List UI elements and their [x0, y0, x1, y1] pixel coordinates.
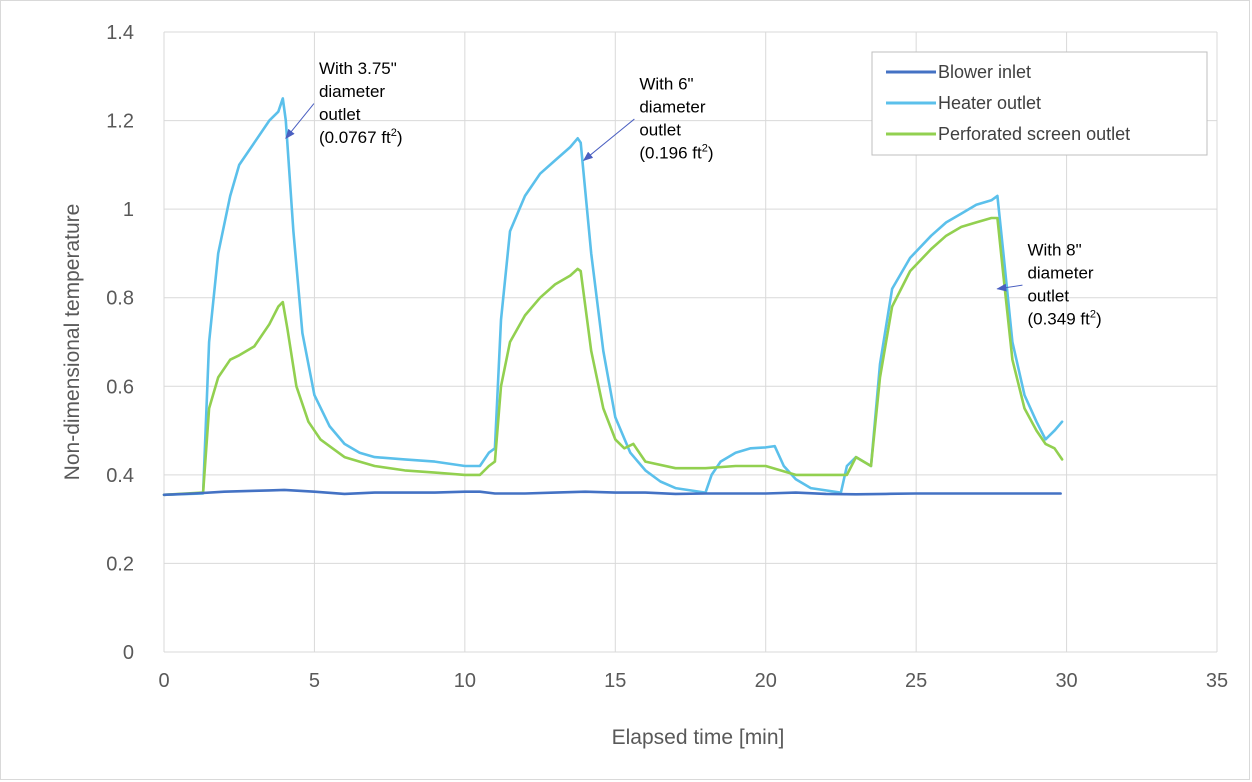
annotation-text-line: diameter: [319, 82, 385, 101]
annotation-area-value: (0.349 ft: [1027, 310, 1090, 329]
series-lines: [162, 97, 1064, 497]
series-line-perforated-screen-outlet: [162, 216, 1064, 497]
series-line-heater-outlet: [162, 97, 1064, 497]
annotation-3: With 8" diameter outlet (0.349 ft2): [996, 241, 1102, 329]
x-tick-label: 5: [309, 670, 320, 692]
x-tick-label: 0: [158, 670, 169, 692]
y-tick-label: 0.8: [106, 288, 134, 310]
y-tick-label: 1: [123, 199, 134, 221]
annotation-area-close: ): [708, 144, 714, 163]
x-tick-label: 15: [604, 670, 626, 692]
annotation-text-line: outlet: [319, 105, 361, 124]
annotation-area-close: ): [397, 128, 403, 147]
annotation-area: (0.349 ft2): [1027, 309, 1101, 329]
annotation-text-line: diameter: [1027, 264, 1093, 283]
annotation-text-line: diameter: [639, 98, 705, 117]
annotation-area-value: (0.196 ft: [639, 144, 702, 163]
x-tick-label: 30: [1055, 670, 1077, 692]
y-tick-label: 0: [123, 642, 134, 664]
legend: Blower inlet Heater outlet Perforated sc…: [871, 51, 1208, 156]
legend-label-heater-outlet: Heater outlet: [938, 93, 1041, 113]
annotation-area: (0.196 ft2): [639, 143, 713, 163]
annotation-text-line: outlet: [1027, 287, 1069, 306]
y-tick-label: 0.6: [106, 376, 134, 398]
annotation-area-exponent: 2: [702, 143, 708, 155]
annotation-arrow: [285, 103, 315, 140]
annotation-arrow: [996, 283, 1023, 292]
axis-ticks: 0 0.2 0.4 0.6 0.8 1 1.2 1.4 0 5 10 15 20 25 30 35: [106, 22, 1228, 692]
x-tick-label: 20: [755, 670, 777, 692]
annotation-arrow: [582, 118, 635, 162]
annotation-area-exponent: 2: [391, 127, 397, 139]
legend-label-perforated-screen-outlet: Perforated screen outlet: [938, 124, 1130, 144]
annotation-text-line: With 6": [639, 75, 693, 94]
annotation-area-close: ): [1096, 310, 1102, 329]
y-tick-label: 0.4: [106, 465, 134, 487]
y-tick-label: 1.2: [106, 111, 134, 133]
annotation-1: With 3.75" diameter outlet (0.0767 ft2): [285, 59, 403, 147]
x-tick-label: 25: [905, 670, 927, 692]
legend-label-blower-inlet: Blower inlet: [938, 62, 1031, 82]
x-axis-title: Elapsed time [min]: [612, 726, 785, 749]
y-tick-label: 1.4: [106, 22, 134, 44]
y-tick-label: 0.2: [106, 553, 134, 575]
annotation-area: (0.0767 ft2): [319, 127, 403, 147]
annotation-text-line: outlet: [639, 121, 681, 140]
x-tick-label: 10: [454, 670, 476, 692]
series-line-blower-inlet: [162, 488, 1062, 497]
y-axis-title: Non-dimensional temperature: [61, 204, 84, 481]
x-tick-label: 35: [1206, 670, 1228, 692]
annotation-2: With 6" diameter outlet (0.196 ft2): [582, 75, 714, 163]
annotation-area-value: (0.0767 ft: [319, 128, 391, 147]
annotation-text-line: With 3.75": [319, 59, 397, 78]
annotation-text-line: With 8": [1027, 241, 1081, 260]
annotation-area-exponent: 2: [1090, 309, 1096, 321]
